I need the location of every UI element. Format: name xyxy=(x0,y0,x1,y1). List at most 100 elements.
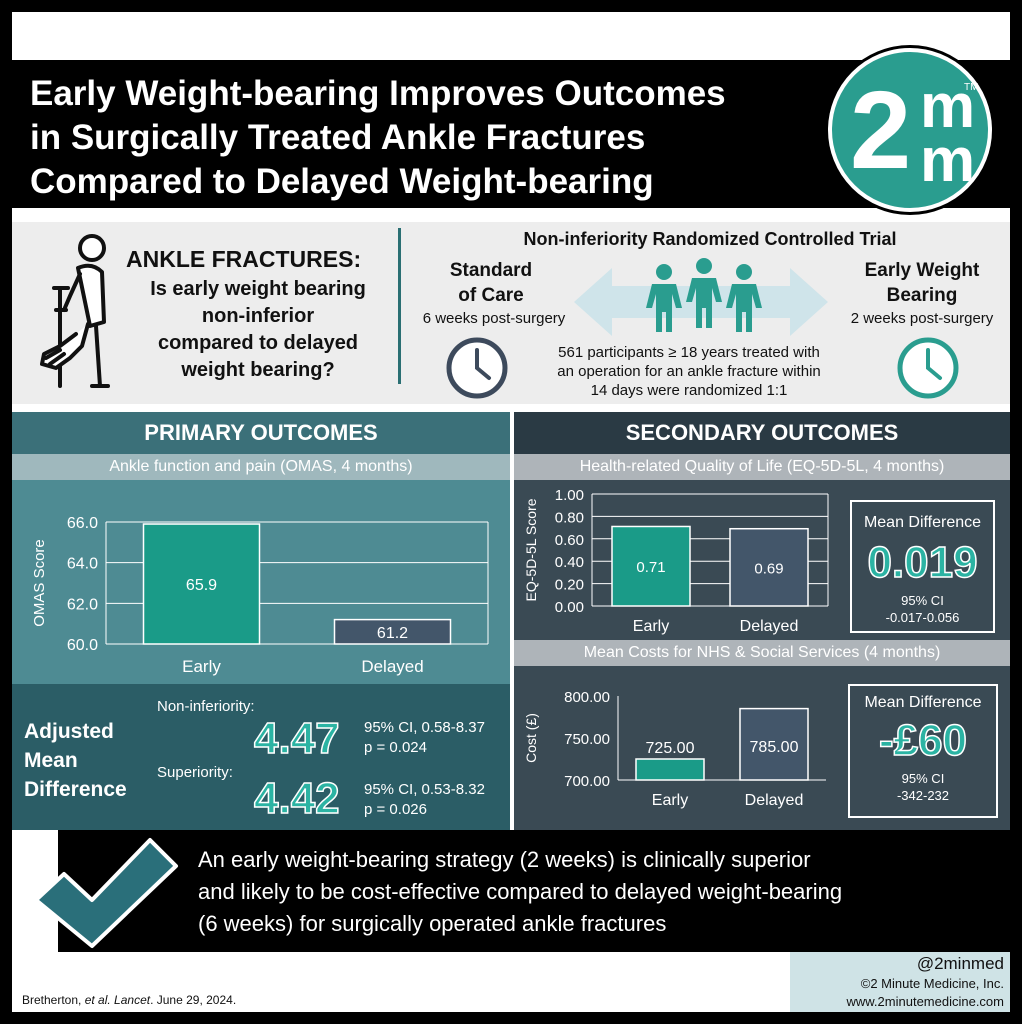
x-category-label: Delayed xyxy=(361,657,423,676)
cost-bar-chart: 700.00 750.00 800.00 Cost (£) 725.00 Early 785… xyxy=(523,689,826,809)
label-line: Difference xyxy=(24,778,127,801)
citation-date: . June 29, 2024. xyxy=(150,993,237,1007)
x-category-label: Early xyxy=(182,657,221,676)
participants-line: an operation for an ankle fracture withi… xyxy=(557,363,821,380)
primary-chart-background xyxy=(12,480,510,684)
citation-authors: Bretherton, xyxy=(22,993,85,1007)
superiority-label: Superiority: xyxy=(157,764,233,781)
question-line: weight bearing? xyxy=(181,359,335,381)
ci-label: 95% CI xyxy=(901,771,945,786)
credit-box xyxy=(790,952,1010,1012)
y-axis-label: Cost (£) xyxy=(523,713,539,763)
mean-difference-value: 0.019 xyxy=(867,537,979,588)
y-tick-label: 700.00 xyxy=(564,773,610,790)
y-tick-label: 1.00 xyxy=(555,487,584,504)
y-tick-label: 0.80 xyxy=(555,509,584,526)
label-line: Mean xyxy=(24,749,78,772)
mean-difference-box: Mean Difference 0.019 95% CI -0.017-0.05… xyxy=(850,500,995,633)
ci-label: 95% CI xyxy=(901,593,944,608)
bar xyxy=(739,707,809,781)
conclusion-line: (6 weeks) for surgically operated ankle … xyxy=(198,911,667,936)
superiority-value: 4.42 xyxy=(253,773,340,824)
bar-value-label: 785.00 xyxy=(750,739,799,756)
citation-etal: et al. xyxy=(84,993,111,1007)
adjusted-mean-difference-label: Adjusted Mean Difference xyxy=(24,717,144,804)
adjusted-difference-section xyxy=(12,684,510,830)
y-tick-label: 62.0 xyxy=(67,596,98,613)
crutch-patient-icon xyxy=(40,234,110,388)
question-title: ANKLE FRACTURES: xyxy=(126,246,362,272)
primary-outcomes-title: PRIMARY OUTCOMES xyxy=(144,420,378,445)
y-tick-label: 0.40 xyxy=(555,554,584,571)
ci-range: -342-232 xyxy=(896,788,950,803)
x-category-label: Early xyxy=(633,618,669,635)
bar xyxy=(333,618,452,645)
logo-digit: 2 xyxy=(850,69,912,192)
arm-label-line: of Care xyxy=(458,285,524,306)
x-category-label: Delayed xyxy=(745,792,804,809)
question-line: non-inferior xyxy=(201,305,315,327)
bar xyxy=(635,758,705,781)
conclusion-line: An early weight-bearing strategy (2 week… xyxy=(198,847,811,872)
citation-journal: Lancet xyxy=(110,993,151,1007)
y-tick-label: 0.20 xyxy=(555,577,584,594)
ci-text: 95% CI, 0.53-8.32 xyxy=(364,781,485,798)
question-line: Is early weight bearing xyxy=(150,278,366,300)
y-tick-label: 60.0 xyxy=(67,637,98,654)
y-tick-label: 800.00 xyxy=(564,689,610,706)
y-tick-label: 66.0 xyxy=(67,515,98,532)
checkmark-icon xyxy=(34,838,178,948)
title-line: in Surgically Treated Ankle Fractures xyxy=(30,118,646,157)
participants-line: 14 days were randomized 1:1 xyxy=(590,382,788,399)
bar xyxy=(611,525,691,607)
clock-icon xyxy=(446,337,508,399)
title-line: Early Weight-bearing Improves Outcomes xyxy=(30,74,726,113)
y-axis-label: EQ-5D-5L Score xyxy=(523,498,539,601)
participants-icon xyxy=(646,258,762,332)
clock-icon xyxy=(897,337,959,399)
superiority-stats: 95% CI, 0.53-8.32 p = 0.026 xyxy=(364,780,485,820)
x-category-label: Early xyxy=(652,792,688,809)
eq5d-bar-chart: 0.00 0.20 0.40 0.60 0.80 1.00 EQ-5D-5L Score 0.… xyxy=(523,487,829,635)
question-text: Is early weight bearing non-inferior com… xyxy=(124,276,392,384)
bar-value-label: 0.71 xyxy=(636,559,665,576)
copyright: ©2 Minute Medicine, Inc. xyxy=(860,976,1004,991)
mean-difference-title: Mean Difference xyxy=(863,514,982,531)
bar-value-label: 65.9 xyxy=(186,577,217,594)
bar-value-label: 0.69 xyxy=(754,560,783,577)
label-line: Adjusted xyxy=(24,720,114,743)
logo-letter: m xyxy=(920,72,976,141)
noninferiority-stats: 95% CI, 0.58-8.37 p = 0.024 xyxy=(364,718,485,758)
noninferiority-value: 4.47 xyxy=(253,713,340,764)
standard-of-care-label: Standard of Care xyxy=(420,258,562,308)
conclusion-text: An early weight-bearing strategy (2 week… xyxy=(198,844,998,940)
bar xyxy=(142,523,261,645)
y-tick-label: 64.0 xyxy=(67,556,98,573)
conclusion-line: and likely to be cost-effective compared… xyxy=(198,879,843,904)
website-link[interactable]: www.2minutemedicine.com xyxy=(846,994,1004,1009)
omas-bar-chart: 60.0 62.0 64.0 66.0 OMAS Score 65.9 Early 61.2 D… xyxy=(31,515,489,676)
x-category-label: Delayed xyxy=(740,618,799,635)
bar-value-label: 725.00 xyxy=(646,740,695,757)
quality-of-life-subtitle: Health-related Quality of Life (EQ-5D-5L… xyxy=(514,454,1010,480)
conclusion-band xyxy=(58,830,1010,952)
standard-of-care-timing: 6 weeks post-surgery xyxy=(422,310,566,327)
ci-range: -0.017-0.056 xyxy=(885,610,960,625)
title-line: Compared to Delayed Weight-bearing xyxy=(30,162,654,201)
noninferiority-label: Non-inferiority: xyxy=(157,698,255,715)
logo-trademark: TM xyxy=(964,82,979,93)
participants-line: 561 participants ≥ 18 years treated with xyxy=(558,344,820,361)
primary-outcome-subtitle: Ankle function and pain (OMAS, 4 months) xyxy=(12,454,510,480)
ci-text: 95% CI, 0.58-8.37 xyxy=(364,719,485,736)
trial-title: Non-inferiority Randomized Controlled Tr… xyxy=(523,229,897,249)
y-tick-label: 0.60 xyxy=(555,532,584,549)
y-axis-label: OMAS Score xyxy=(31,539,48,627)
mean-difference-box: Mean Difference -£60 95% CI -342-232 xyxy=(848,684,998,818)
question-line: compared to delayed xyxy=(157,332,359,354)
mean-difference-title: Mean Difference xyxy=(864,694,982,711)
mean-difference-value: -£60 xyxy=(878,715,968,766)
logo-letter: m xyxy=(920,126,976,195)
arm-label-line: Bearing xyxy=(886,285,958,306)
y-tick-label: 750.00 xyxy=(564,731,610,748)
bar-value-label: 61.2 xyxy=(377,625,408,642)
